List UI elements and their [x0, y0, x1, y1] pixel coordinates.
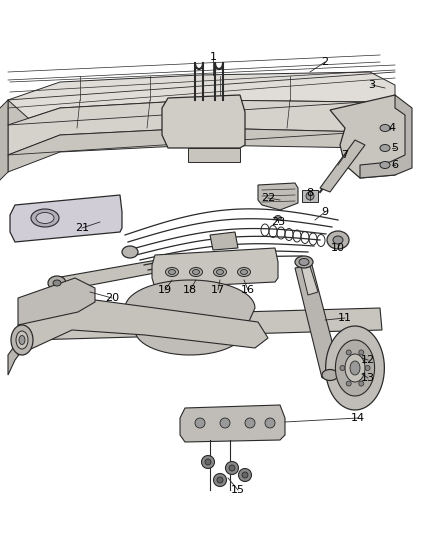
- Ellipse shape: [346, 350, 351, 355]
- Ellipse shape: [226, 462, 239, 474]
- Ellipse shape: [245, 418, 255, 428]
- Ellipse shape: [265, 418, 275, 428]
- Ellipse shape: [205, 459, 211, 465]
- Text: 2: 2: [321, 57, 328, 67]
- Ellipse shape: [213, 473, 226, 487]
- Ellipse shape: [53, 280, 61, 286]
- Text: 8: 8: [307, 188, 314, 198]
- Text: 21: 21: [75, 223, 89, 233]
- Text: 4: 4: [389, 123, 396, 133]
- Ellipse shape: [340, 366, 345, 370]
- Polygon shape: [210, 232, 238, 250]
- Text: 16: 16: [241, 285, 255, 295]
- Ellipse shape: [19, 335, 25, 344]
- Text: 15: 15: [231, 485, 245, 495]
- Polygon shape: [300, 260, 318, 295]
- Ellipse shape: [48, 276, 66, 290]
- Text: 11: 11: [338, 313, 352, 323]
- Text: 9: 9: [321, 207, 328, 217]
- Polygon shape: [180, 405, 285, 442]
- Ellipse shape: [345, 354, 365, 382]
- Ellipse shape: [346, 381, 351, 386]
- Polygon shape: [8, 100, 28, 150]
- Polygon shape: [258, 183, 298, 210]
- Polygon shape: [30, 308, 382, 340]
- Text: 1: 1: [209, 52, 216, 62]
- Ellipse shape: [195, 418, 205, 428]
- Ellipse shape: [333, 236, 343, 244]
- Polygon shape: [8, 100, 395, 155]
- Ellipse shape: [295, 256, 313, 268]
- Ellipse shape: [380, 161, 390, 168]
- Ellipse shape: [220, 418, 230, 428]
- Ellipse shape: [11, 325, 33, 355]
- Ellipse shape: [240, 270, 247, 274]
- Ellipse shape: [322, 369, 338, 381]
- Polygon shape: [18, 278, 95, 325]
- Polygon shape: [188, 148, 240, 162]
- Ellipse shape: [190, 268, 202, 277]
- Polygon shape: [8, 318, 30, 375]
- Ellipse shape: [31, 209, 59, 227]
- Text: 22: 22: [261, 193, 275, 203]
- Ellipse shape: [122, 246, 138, 258]
- Text: 17: 17: [211, 285, 225, 295]
- Polygon shape: [152, 248, 278, 288]
- Polygon shape: [125, 280, 255, 355]
- Ellipse shape: [213, 268, 226, 277]
- Text: 19: 19: [158, 285, 172, 295]
- Ellipse shape: [359, 350, 364, 355]
- Ellipse shape: [169, 270, 176, 274]
- Polygon shape: [8, 72, 395, 125]
- Ellipse shape: [166, 268, 179, 277]
- Text: 3: 3: [368, 80, 375, 90]
- Ellipse shape: [237, 268, 251, 277]
- Polygon shape: [162, 95, 245, 148]
- Text: 14: 14: [351, 413, 365, 423]
- Text: 23: 23: [271, 217, 285, 227]
- Ellipse shape: [16, 331, 28, 349]
- Polygon shape: [8, 128, 395, 172]
- Polygon shape: [325, 326, 385, 410]
- Ellipse shape: [192, 270, 199, 274]
- Polygon shape: [330, 95, 410, 178]
- Text: 18: 18: [183, 285, 197, 295]
- Ellipse shape: [229, 465, 235, 471]
- Text: 10: 10: [331, 243, 345, 253]
- Polygon shape: [52, 258, 172, 290]
- Text: 12: 12: [361, 355, 375, 365]
- Ellipse shape: [216, 270, 223, 274]
- Polygon shape: [302, 190, 318, 202]
- Polygon shape: [336, 340, 374, 396]
- Text: 7: 7: [342, 150, 349, 160]
- Polygon shape: [10, 195, 122, 242]
- Ellipse shape: [359, 381, 364, 386]
- Polygon shape: [295, 265, 340, 378]
- Ellipse shape: [217, 477, 223, 483]
- Ellipse shape: [350, 361, 360, 375]
- Ellipse shape: [275, 215, 282, 221]
- Ellipse shape: [239, 469, 251, 481]
- Text: 20: 20: [105, 293, 119, 303]
- Ellipse shape: [242, 472, 248, 478]
- Text: 13: 13: [361, 373, 375, 383]
- Polygon shape: [360, 95, 412, 178]
- Ellipse shape: [380, 144, 390, 151]
- Ellipse shape: [380, 125, 390, 132]
- Polygon shape: [18, 298, 268, 355]
- Polygon shape: [0, 100, 8, 185]
- Polygon shape: [320, 140, 365, 192]
- Ellipse shape: [36, 213, 54, 223]
- Ellipse shape: [365, 366, 370, 370]
- Ellipse shape: [201, 456, 215, 469]
- Ellipse shape: [306, 192, 314, 200]
- Ellipse shape: [299, 259, 309, 265]
- Ellipse shape: [327, 231, 349, 249]
- Text: 6: 6: [392, 160, 399, 170]
- Text: 5: 5: [392, 143, 399, 153]
